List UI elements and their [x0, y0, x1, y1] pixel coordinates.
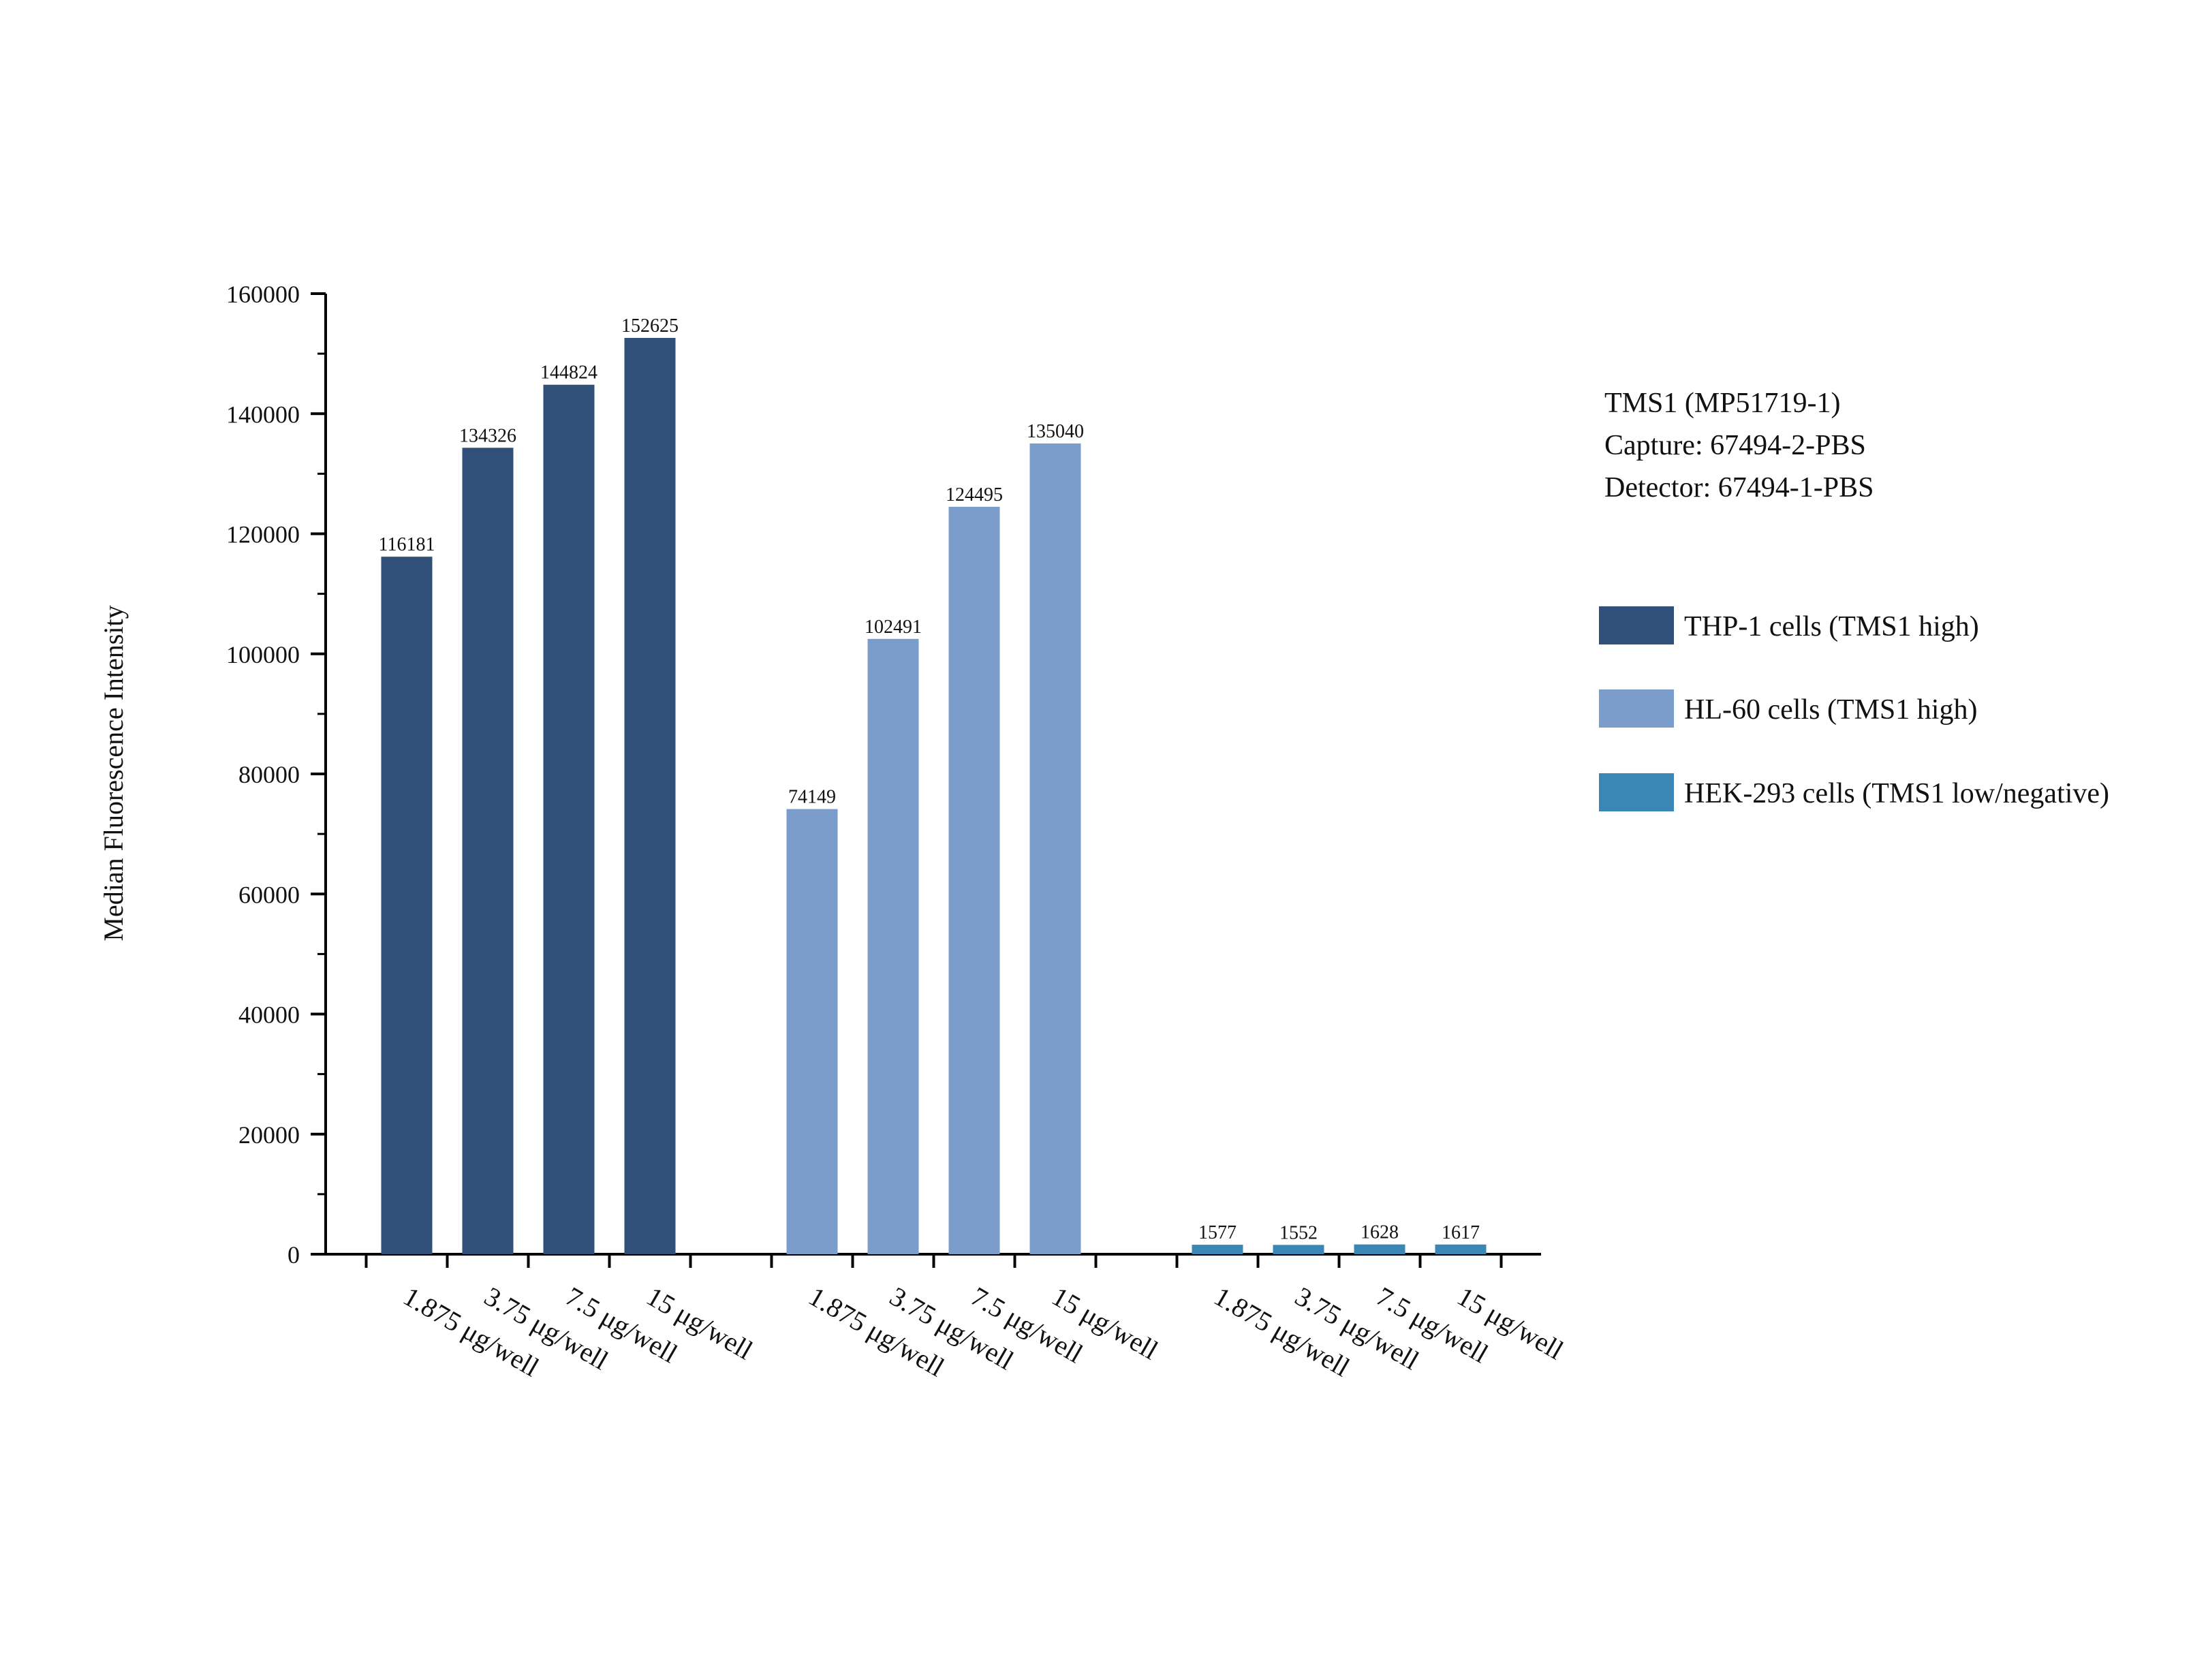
bar-value-label: 1552 [1279, 1222, 1318, 1243]
bar [381, 557, 433, 1254]
bar-value-label: 1628 [1361, 1222, 1399, 1243]
info-line-detector: Detector: 67494-1-PBS [1604, 472, 1874, 503]
bar-value-label: 144824 [540, 362, 597, 384]
y-axis-title: Median Fluorescence Intensity [98, 605, 129, 941]
bar-value-label: 74149 [788, 787, 836, 808]
info-line-capture: Capture: 67494-2-PBS [1604, 430, 1866, 461]
bar-value-label: 152625 [621, 315, 679, 337]
legend-label-hek293: HEK-293 cells (TMS1 low/negative) [1684, 778, 2109, 809]
y-tick-label: 160000 [226, 281, 300, 308]
bars [381, 337, 1487, 1255]
bar-value-label: 134326 [459, 425, 516, 446]
bar-value-label: 102491 [865, 617, 922, 638]
axes [311, 292, 1541, 1268]
y-tick-label: 80000 [238, 761, 300, 788]
y-tick-label: 60000 [238, 881, 300, 908]
info-line-protein: TMS1 (MP51719-1) [1604, 388, 1841, 419]
bar [1029, 443, 1081, 1255]
legend-swatch-hl60 [1599, 689, 1674, 728]
bar-value-label: 135040 [1027, 421, 1084, 442]
legend: THP-1 cells (TMS1 high) HL-60 cells (TMS… [1599, 606, 2109, 811]
bar [948, 506, 1000, 1254]
y-tick-label: 120000 [226, 521, 300, 548]
bar [543, 384, 595, 1254]
info-block: TMS1 (MP51719-1) Capture: 67494-2-PBS De… [1604, 388, 1874, 503]
y-tick-label: 20000 [238, 1121, 300, 1149]
y-tick-label: 0 [288, 1241, 300, 1269]
bar [1192, 1245, 1243, 1254]
legend-swatch-thp1 [1599, 606, 1674, 644]
bar-value-label: 1577 [1198, 1222, 1237, 1243]
bar [786, 809, 838, 1254]
legend-swatch-hek293 [1599, 773, 1674, 811]
legend-label-thp1: THP-1 cells (TMS1 high) [1684, 611, 1979, 642]
y-tick-label: 140000 [226, 401, 300, 428]
bar [867, 638, 919, 1254]
bar-value-label: 1617 [1442, 1222, 1480, 1243]
bar [462, 448, 514, 1254]
bar [624, 337, 676, 1254]
bar-value-label: 116181 [379, 534, 435, 555]
y-tick-label: 100000 [226, 641, 300, 668]
bar-value-label: 124495 [946, 484, 1003, 505]
bar [1435, 1244, 1487, 1254]
legend-label-hl60: HL-60 cells (TMS1 high) [1684, 694, 1977, 726]
bar [1354, 1244, 1405, 1254]
bar [1273, 1245, 1324, 1254]
y-tick-label: 40000 [238, 1001, 300, 1029]
